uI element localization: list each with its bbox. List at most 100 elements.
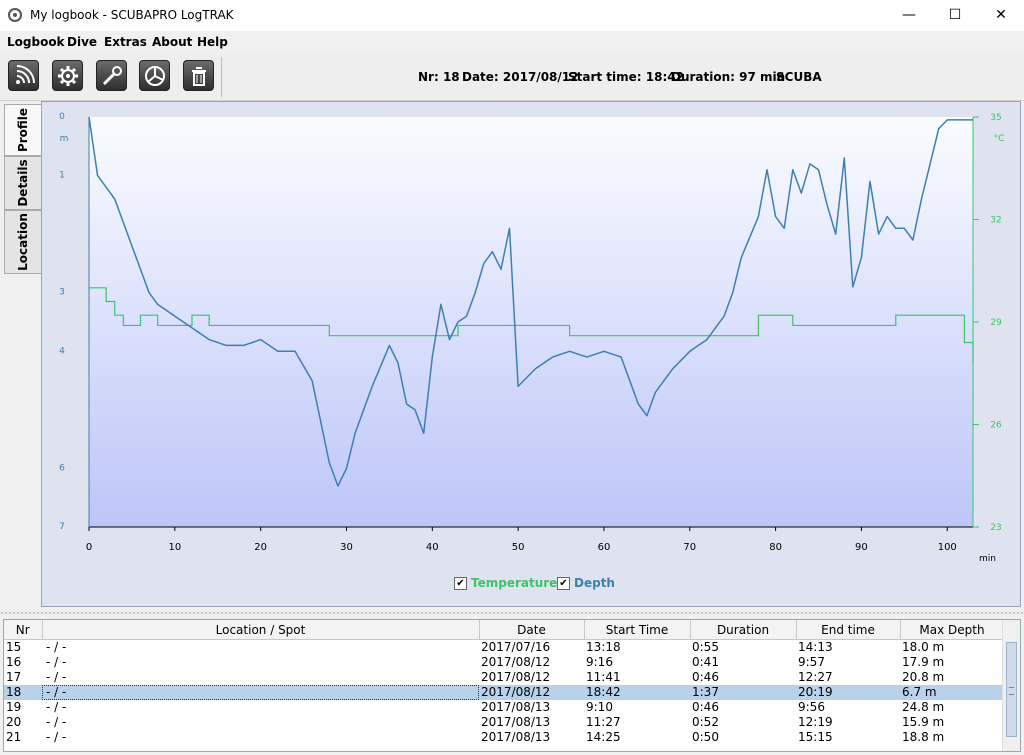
tab-details[interactable]: Details xyxy=(4,156,42,210)
cell-start-time: 13:18 xyxy=(586,640,621,654)
maximize-button[interactable]: ☐ xyxy=(948,7,962,23)
menu-dive[interactable]: Dive xyxy=(67,35,98,49)
pie-chart-icon xyxy=(145,66,165,86)
depth-tick-label: 4 xyxy=(59,346,65,356)
cell-start-time: 9:16 xyxy=(586,655,613,669)
x-tick-label: 10 xyxy=(168,542,181,553)
legend-temperature[interactable]: ✔ Temperature xyxy=(454,576,557,590)
cell-date: 2017/08/12 xyxy=(479,685,584,700)
cell-nr: 18 xyxy=(4,685,42,700)
toolbar: Nr: 18 Date: 2017/08/12 Start time: 18:4… xyxy=(0,53,1024,101)
column-start-time[interactable]: Start Time xyxy=(584,620,691,640)
dive-profile-chart: 0 10 20 30 40 50 60 70 80 90 100 min 0 1 3 4 6 7 m 35 32 29 26… xyxy=(59,112,1005,564)
cell-duration: 0:46 xyxy=(692,670,719,684)
cell-nr: 21 xyxy=(6,730,22,744)
column-end-time[interactable]: End time xyxy=(796,620,901,640)
x-tick-label: 100 xyxy=(938,542,957,553)
cell-max-depth: 20.8 m xyxy=(902,670,945,684)
dive-profile-panel: 0 10 20 30 40 50 60 70 80 90 100 min 0 1 3 4 6 7 m 35 32 29 26… xyxy=(41,101,1021,607)
x-tick-label: 70 xyxy=(683,542,696,553)
depth-tick-label: 7 xyxy=(59,522,65,532)
cell-duration: 0:46 xyxy=(692,700,719,714)
depth-tick-label: 0 xyxy=(59,112,65,122)
x-tick-label: 80 xyxy=(769,542,782,553)
column-nr[interactable]: Nr xyxy=(4,620,43,640)
temperature-unit-label: °C xyxy=(994,134,1005,144)
x-tick-label: 30 xyxy=(340,542,353,553)
column-duration[interactable]: Duration xyxy=(690,620,797,640)
cell-end-time: 9:56 xyxy=(798,700,825,714)
table-row[interactable]: 20 - / - 2017/08/13 11:27 0:52 12:19 15.9 m xyxy=(4,715,1004,730)
table-header: Nr Location / Spot Date Start Time Durat… xyxy=(4,620,1005,640)
cell-location: - / - xyxy=(46,670,67,684)
table-row[interactable]: 16 - / - 2017/08/12 9:16 0:41 9:57 17.9 m xyxy=(4,655,1004,670)
cell-location: - / - xyxy=(46,700,67,714)
cell-max-depth: 24.8 m xyxy=(902,700,945,714)
temperature-checkbox[interactable]: ✔ xyxy=(454,577,467,590)
title-bar: My logbook - SCUBAPRO LogTRAK — ☐ ✕ xyxy=(0,0,1024,31)
depth-checkbox[interactable]: ✔ xyxy=(557,577,570,590)
column-max-depth[interactable]: Max Depth xyxy=(900,620,1005,640)
tab-profile[interactable]: Profile xyxy=(4,104,42,156)
cell-max-depth: 6.7 m xyxy=(900,685,1004,700)
column-date[interactable]: Date xyxy=(479,620,585,640)
depth-tick-label: 1 xyxy=(59,171,65,181)
wrench-icon xyxy=(102,66,122,86)
minimize-button[interactable]: — xyxy=(902,7,916,23)
x-tick-label: 20 xyxy=(254,542,267,553)
menu-help[interactable]: Help xyxy=(197,35,228,49)
cell-start-time: 18:42 xyxy=(584,685,690,700)
scrollbar-thumb[interactable] xyxy=(1006,642,1017,737)
x-unit-label: min xyxy=(979,554,996,564)
download-icon xyxy=(16,65,35,84)
tools-button[interactable] xyxy=(96,60,127,91)
settings-button[interactable] xyxy=(52,60,83,91)
table-row[interactable]: 17 - / - 2017/08/12 11:41 0:46 12:27 20.8 m xyxy=(4,670,1004,685)
plot-area xyxy=(89,117,973,527)
legend-temperature-label: Temperature xyxy=(471,576,558,590)
settings-icon xyxy=(58,66,78,86)
x-tick-label: 90 xyxy=(855,542,868,553)
cell-start-time: 11:27 xyxy=(586,715,621,729)
close-button[interactable]: ✕ xyxy=(995,7,1007,23)
cell-end-time: 12:19 xyxy=(798,715,833,729)
table-row[interactable]: 18- / -2017/08/12 18:42 1:37 20:19 6.7 m xyxy=(4,685,1004,700)
column-location[interactable]: Location / Spot xyxy=(42,620,480,640)
x-tick-label: 50 xyxy=(512,542,525,553)
depth-unit-label: m xyxy=(60,134,69,144)
delete-button[interactable] xyxy=(183,60,214,91)
toolbar-separator xyxy=(221,57,222,97)
menu-about[interactable]: About xyxy=(152,35,193,49)
depth-series-line xyxy=(88,116,973,487)
cell-nr: 16 xyxy=(6,655,22,669)
table-row[interactable]: 19 - / - 2017/08/13 9:10 0:46 9:56 24.8 m xyxy=(4,700,1004,715)
dive-start-time: Start time: 18:42 xyxy=(568,70,684,84)
menu-extras[interactable]: Extras xyxy=(104,35,147,49)
x-tick-label: 0 xyxy=(86,542,92,553)
cell-date: 2017/08/12 xyxy=(481,655,551,669)
dive-date: Date: 2017/08/12 xyxy=(462,70,579,84)
tab-location[interactable]: Location xyxy=(4,210,42,274)
cell-max-depth: 18.0 m xyxy=(902,640,945,654)
cell-max-depth: 18.8 m xyxy=(902,730,945,744)
dive-duration: Duration: 97 min xyxy=(671,70,786,84)
cell-nr: 20 xyxy=(6,715,22,729)
menu-logbook[interactable]: Logbook xyxy=(7,35,65,49)
cell-end-time: 9:57 xyxy=(798,655,825,669)
download-button[interactable] xyxy=(8,60,39,91)
cell-nr: 17 xyxy=(6,670,22,684)
menu-bar: Logbook Dive Extras About Help xyxy=(0,31,1024,53)
cell-max-depth: 17.9 m xyxy=(902,655,945,669)
legend-depth[interactable]: ✔ Depth xyxy=(557,576,615,590)
table-scrollbar[interactable] xyxy=(1002,620,1020,751)
cell-location: - / - xyxy=(46,655,67,669)
tab-details-label: Details xyxy=(16,159,30,207)
panel-splitter[interactable] xyxy=(0,607,1024,619)
table-row[interactable]: 21 - / - 2017/08/13 14:25 0:50 15:15 18.8 m xyxy=(4,730,1004,745)
temperature-tick-label: 26 xyxy=(990,421,1002,431)
cell-duration: 0:50 xyxy=(692,730,719,744)
cell-date: 2017/08/13 xyxy=(481,715,551,729)
tab-profile-label: Profile xyxy=(16,107,30,153)
statistics-button[interactable] xyxy=(139,60,170,91)
table-row[interactable]: 15 - / - 2017/07/16 13:18 0:55 14:13 18.0 m xyxy=(4,640,1004,656)
